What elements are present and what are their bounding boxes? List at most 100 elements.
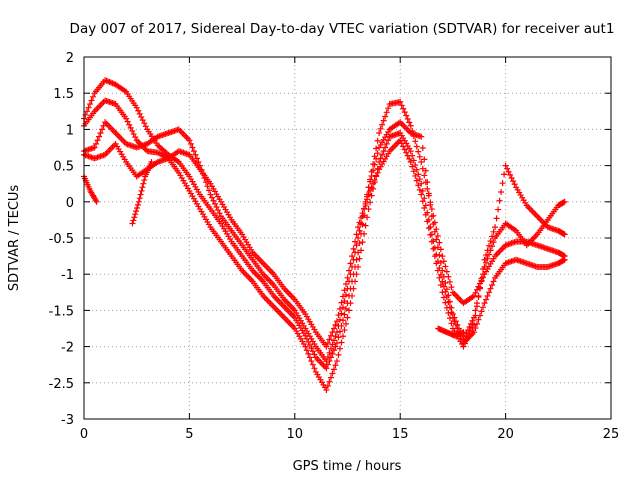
data-point <box>428 206 435 213</box>
y-tick-label: -0.5 <box>49 232 74 247</box>
data-point <box>445 309 452 316</box>
data-point <box>137 191 144 198</box>
y-tick-label: 1.5 <box>53 87 74 102</box>
data-point <box>353 271 360 278</box>
data-point <box>407 148 414 155</box>
data-point <box>338 299 345 306</box>
data-point <box>464 327 471 334</box>
data-point <box>131 214 138 221</box>
data-point <box>461 340 468 347</box>
data-point <box>401 109 408 116</box>
data-point <box>461 333 468 340</box>
data-point <box>433 236 440 243</box>
data-point <box>437 246 444 253</box>
data-point <box>473 303 480 310</box>
data-point <box>355 263 362 270</box>
data-point <box>324 339 331 346</box>
data-point <box>419 198 426 205</box>
data-point <box>415 182 422 189</box>
data-point <box>215 207 222 214</box>
data-point <box>136 195 143 202</box>
data-point <box>344 285 351 292</box>
x-tick-label: 15 <box>392 427 409 442</box>
data-point <box>377 125 384 132</box>
data-point <box>434 244 441 251</box>
data-point <box>309 348 316 355</box>
data-point <box>361 230 368 237</box>
data-point <box>329 370 336 377</box>
data-point <box>362 200 369 207</box>
data-point <box>480 266 487 273</box>
data-point <box>347 300 354 307</box>
data-point <box>427 231 434 238</box>
data-point <box>327 332 334 339</box>
series-track-a <box>81 77 568 372</box>
data-point <box>362 222 369 229</box>
data-point <box>437 282 444 289</box>
data-point <box>93 198 100 205</box>
data-point <box>329 350 336 357</box>
data-point <box>349 263 356 270</box>
data-point <box>487 285 494 292</box>
data-point <box>464 334 471 341</box>
data-point <box>346 267 353 274</box>
series-track-e <box>81 173 100 205</box>
data-point <box>380 117 387 124</box>
data-point <box>187 140 194 147</box>
data-point <box>430 245 437 252</box>
data-point <box>413 166 420 173</box>
data-point <box>374 137 381 144</box>
data-point <box>490 228 497 235</box>
data-point <box>508 175 515 182</box>
data-point <box>480 271 487 278</box>
data-point <box>478 308 485 315</box>
data-point <box>446 315 453 322</box>
data-point <box>192 151 199 158</box>
data-point <box>342 320 349 327</box>
data-point <box>97 130 104 137</box>
data-point <box>487 238 494 245</box>
data-point <box>449 311 456 318</box>
data-point <box>364 196 371 203</box>
data-point <box>323 387 330 394</box>
x-tick-label: 10 <box>287 427 304 442</box>
data-point <box>483 296 490 303</box>
data-point <box>481 300 488 307</box>
data-point <box>329 329 336 336</box>
data-point <box>481 256 488 263</box>
data-point <box>371 161 378 168</box>
data-point <box>132 134 139 141</box>
data-point <box>413 177 420 184</box>
data-point <box>333 318 340 325</box>
data-point <box>416 153 423 160</box>
data-point <box>446 298 453 305</box>
data-point <box>401 146 408 153</box>
data-point <box>379 121 386 128</box>
data-point <box>326 349 333 356</box>
data-point <box>308 345 315 352</box>
data-point <box>460 329 467 336</box>
data-point <box>306 354 313 361</box>
data-point <box>511 181 518 188</box>
data-point <box>339 293 346 300</box>
data-point <box>326 336 333 343</box>
data-point <box>477 284 484 291</box>
data-point <box>466 323 473 330</box>
data-point <box>561 256 568 263</box>
data-point <box>480 304 487 311</box>
data-point <box>505 168 512 175</box>
data-point <box>342 281 349 288</box>
series-track-d <box>81 137 568 350</box>
series-track-b <box>81 97 568 394</box>
grid <box>84 57 611 419</box>
data-point <box>452 318 459 325</box>
data-point <box>142 123 149 130</box>
data-point <box>422 167 429 174</box>
data-point <box>454 321 461 328</box>
y-tick-label: -2.5 <box>49 377 74 392</box>
data-point <box>463 337 470 344</box>
data-point <box>446 278 453 285</box>
data-point <box>130 131 137 138</box>
data-point <box>403 149 410 156</box>
data-point <box>507 171 514 178</box>
